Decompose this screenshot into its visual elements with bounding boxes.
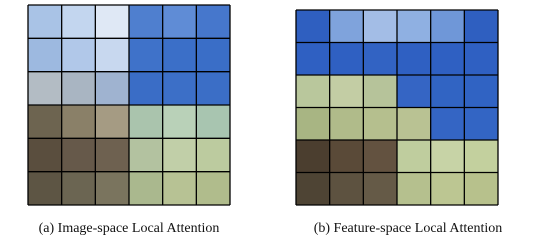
grid-cell bbox=[296, 43, 330, 76]
grid-cell bbox=[431, 75, 465, 108]
grid-cell bbox=[397, 10, 431, 43]
grid-cell bbox=[62, 138, 96, 171]
grid-cell bbox=[129, 172, 163, 205]
grid-cell bbox=[330, 75, 364, 108]
grid-cell bbox=[330, 43, 364, 76]
grid-cell bbox=[163, 38, 197, 71]
grid-cell bbox=[62, 172, 96, 205]
grid-cell bbox=[464, 75, 498, 108]
grid-cell bbox=[397, 173, 431, 206]
grid-cell bbox=[95, 172, 129, 205]
grid-cell bbox=[129, 105, 163, 138]
grid-cell bbox=[163, 72, 197, 105]
grid-cell bbox=[431, 10, 465, 43]
grid-cell bbox=[163, 138, 197, 171]
caption: (a) Image-space Local Attention bbox=[39, 221, 220, 236]
grid-cell bbox=[129, 38, 163, 71]
grid-cell bbox=[129, 5, 163, 38]
image-space-grid bbox=[28, 5, 230, 205]
grid-cell bbox=[28, 105, 62, 138]
page: {"figure": {"panels": [ {"caption": "(a)… bbox=[0, 0, 546, 243]
grid-cell bbox=[28, 5, 62, 38]
grid-cell bbox=[196, 72, 230, 105]
grid-cell bbox=[296, 140, 330, 173]
grid-cell bbox=[397, 75, 431, 108]
grid-cell bbox=[62, 38, 96, 71]
grid-cell bbox=[163, 172, 197, 205]
figure: (a) Image-space Local Attention (b) Feat… bbox=[0, 0, 546, 243]
grid-cell bbox=[95, 38, 129, 71]
grid-cell bbox=[196, 38, 230, 71]
grid-cell bbox=[62, 72, 96, 105]
grid-cell bbox=[464, 43, 498, 76]
grid-cell bbox=[330, 173, 364, 206]
grid-cell bbox=[363, 43, 397, 76]
grid-cell bbox=[330, 108, 364, 141]
grid-cell bbox=[95, 72, 129, 105]
grid-cell bbox=[330, 140, 364, 173]
grid-cell bbox=[28, 172, 62, 205]
grid-cell bbox=[363, 108, 397, 141]
grid-cell bbox=[95, 105, 129, 138]
grid-cell bbox=[196, 138, 230, 171]
grid-cell bbox=[464, 108, 498, 141]
grid-cell bbox=[62, 5, 96, 38]
grid-cell bbox=[431, 108, 465, 141]
grid-cell bbox=[28, 138, 62, 171]
grid-cell bbox=[196, 105, 230, 138]
grid-cell bbox=[464, 173, 498, 206]
grid-cell bbox=[397, 140, 431, 173]
grid-cell bbox=[196, 5, 230, 38]
grid-cell bbox=[296, 173, 330, 206]
grid-cell bbox=[163, 5, 197, 38]
grid-cell bbox=[363, 140, 397, 173]
grid-cell bbox=[363, 10, 397, 43]
grid-cell bbox=[129, 72, 163, 105]
grid-cell bbox=[431, 173, 465, 206]
grid-cell bbox=[363, 75, 397, 108]
grid-cell bbox=[296, 108, 330, 141]
grid-cell bbox=[431, 140, 465, 173]
grid-cell bbox=[431, 43, 465, 76]
caption: (b) Feature-space Local Attention bbox=[314, 221, 503, 236]
grid-cell bbox=[330, 10, 364, 43]
grid-cell bbox=[464, 140, 498, 173]
grid-cell bbox=[296, 10, 330, 43]
grid-cell bbox=[464, 10, 498, 43]
grid-cell bbox=[62, 105, 96, 138]
grid-cell bbox=[397, 43, 431, 76]
grid-cell bbox=[163, 105, 197, 138]
grid-cell bbox=[28, 38, 62, 71]
grid-cell bbox=[196, 172, 230, 205]
feature-space-grid bbox=[296, 10, 498, 205]
grid-cell bbox=[296, 75, 330, 108]
grid-cell bbox=[95, 138, 129, 171]
grid-cell bbox=[95, 5, 129, 38]
grid-cell bbox=[28, 72, 62, 105]
grid-cell bbox=[129, 138, 163, 171]
grid-cell bbox=[363, 173, 397, 206]
grid-cell bbox=[397, 108, 431, 141]
